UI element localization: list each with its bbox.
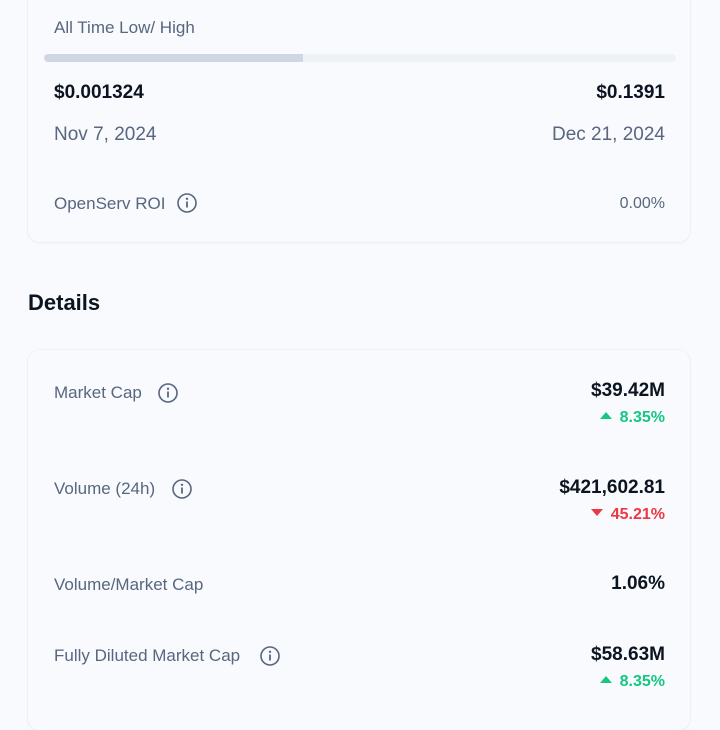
all-time-high-value: $0.1391 [596, 82, 665, 103]
info-icon[interactable] [172, 479, 192, 499]
roi-value: 0.00% [619, 195, 665, 212]
market-cap-value: $39.42M [591, 380, 665, 401]
price-range-card [28, 0, 690, 242]
volume-market-cap-label: Volume/Market Cap [54, 575, 204, 594]
volume-market-cap-value: 1.06% [611, 573, 665, 594]
fdv-change: 8.35% [599, 673, 665, 691]
caret-up-icon [599, 676, 612, 684]
info-icon[interactable] [177, 193, 197, 213]
all-time-range-title: All Time Low/ High [54, 18, 195, 37]
fdv-value: $58.63M [591, 644, 665, 665]
market-cap-change-value: 8.35% [619, 409, 665, 426]
all-time-high-date: Dec 21, 2024 [551, 124, 665, 145]
all-time-low-date: Nov 7, 2024 [54, 124, 157, 145]
fdv-label: Fully Diluted Market Cap [54, 646, 241, 665]
info-icon[interactable] [158, 383, 178, 403]
all-time-range-bar-fill [44, 54, 304, 62]
volume-label: Volume (24h) [54, 479, 156, 498]
all-time-range-bar [44, 54, 676, 62]
details-heading: Details [28, 290, 101, 315]
caret-up-icon [599, 412, 612, 420]
all-time-low-value: $0.001324 [54, 82, 144, 103]
caret-down-icon [590, 509, 603, 517]
info-icon[interactable] [260, 646, 280, 666]
volume-change-value: 45.21% [610, 506, 665, 523]
roi-label: OpenServ ROI [54, 194, 166, 213]
market-cap-label: Market Cap [54, 383, 142, 402]
volume-change: 45.21% [590, 506, 665, 524]
fdv-change-value: 8.35% [619, 673, 665, 690]
market-cap-change: 8.35% [599, 409, 665, 427]
volume-value: $421,602.81 [559, 477, 665, 498]
details-card [28, 350, 690, 730]
